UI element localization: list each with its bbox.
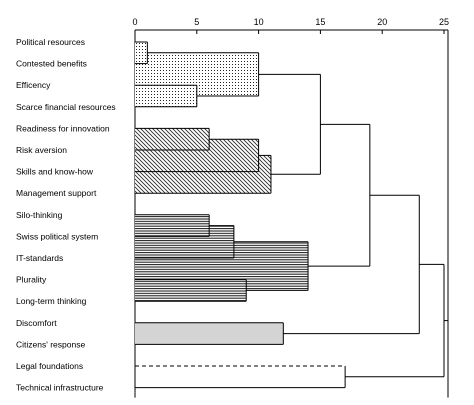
dendrogram-branches: [135, 41, 448, 389]
cluster-fills: [135, 42, 309, 345]
leaf-labels: Political resources Contested benefits Eff…: [16, 37, 116, 393]
leaf-label: IT-standards: [16, 253, 63, 263]
leaf-label: Legal foundations: [16, 361, 83, 371]
leaf-label: Contested benefits: [16, 59, 87, 69]
leaf-label: Scarce financial resources: [16, 102, 116, 112]
x-tick-label: 10: [254, 17, 264, 27]
x-tick-label: 0: [132, 17, 137, 27]
leaf-label: Plurality: [16, 275, 47, 285]
x-tick-label: 20: [377, 17, 387, 27]
leaf-label: Risk aversion: [16, 145, 67, 155]
cluster-fill: [135, 322, 284, 345]
cluster-fill: [135, 241, 309, 291]
x-tick-label: 5: [194, 17, 199, 27]
x-tick-label: 25: [439, 17, 449, 27]
leaf-label: Technical infrastructure: [16, 383, 104, 393]
leaf-label: Citizens' response: [16, 339, 85, 349]
leaf-label: Skills and know-how: [16, 167, 94, 177]
x-tick-label: 15: [315, 17, 325, 27]
leaf-label: Political resources: [16, 37, 85, 47]
leaf-label: Swiss political system: [16, 231, 98, 241]
leaf-label: Discomfort: [16, 318, 57, 328]
leaf-label: Silo-thinking: [16, 210, 63, 220]
leaf-label: Efficency: [16, 80, 51, 90]
leaf-label: Long-term thinking: [16, 296, 87, 306]
leaf-label: Readiness for innovation: [16, 123, 110, 133]
cluster-fill: [135, 155, 271, 194]
leaf-label: Management support: [16, 188, 97, 198]
